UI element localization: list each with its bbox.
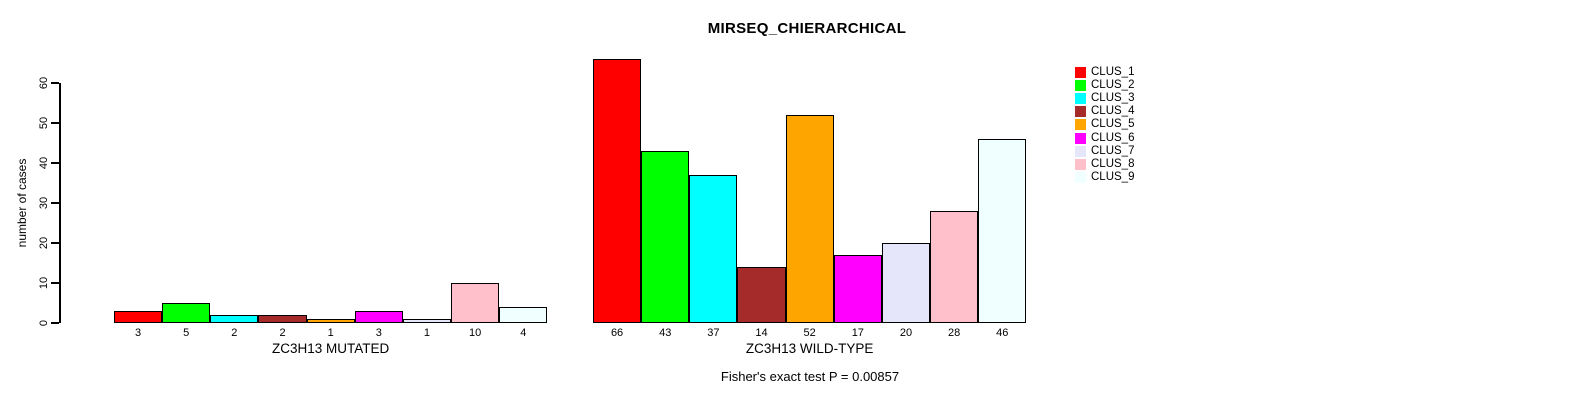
- bar-clus_5: [785, 115, 834, 323]
- bar-clus_7: [881, 243, 931, 323]
- legend-item: CLUS_5: [1075, 118, 1134, 131]
- bar-value-label: 37: [707, 327, 720, 339]
- bar-value-label: 10: [468, 327, 482, 339]
- y-tick-mark: [51, 122, 59, 124]
- legend-label: CLUS_7: [1091, 144, 1135, 157]
- bar-clus_4: [258, 315, 307, 323]
- legend-item: CLUS_8: [1075, 158, 1134, 171]
- y-tick-mark: [51, 322, 59, 324]
- legend-label: CLUS_4: [1091, 105, 1135, 118]
- y-tick-mark: [51, 282, 59, 284]
- bar-clus_7: [402, 319, 452, 323]
- bar-value-label: 2: [279, 327, 286, 339]
- legend-label: CLUS_2: [1091, 79, 1135, 92]
- bar-clus_2: [162, 303, 211, 323]
- legend-label: CLUS_8: [1091, 157, 1135, 170]
- legend-label: CLUS_5: [1091, 118, 1135, 131]
- y-tick-mark: [51, 82, 59, 84]
- bar-clus_8: [451, 283, 500, 323]
- y-tick-mark: [51, 162, 59, 164]
- legend-item: CLUS_3: [1075, 92, 1134, 105]
- legend-item: CLUS_1: [1075, 66, 1134, 79]
- legend-label: CLUS_9: [1091, 170, 1135, 183]
- bar-value-label: 20: [899, 327, 913, 339]
- legend-swatch-icon: [1075, 119, 1086, 131]
- y-axis-label: number of cases: [15, 158, 29, 248]
- chart-title: MIRSEQ_CHIERARCHICAL: [707, 20, 907, 37]
- bar-value-label: 46: [996, 327, 1009, 339]
- y-tick-label: 40: [38, 156, 50, 170]
- bar-value-label: 3: [375, 327, 382, 339]
- legend-swatch-icon: [1075, 158, 1086, 170]
- legend-swatch-icon: [1075, 132, 1086, 144]
- bar-clus_1: [114, 311, 163, 323]
- legend-swatch-icon: [1075, 67, 1086, 79]
- bar-clus_1: [593, 59, 642, 323]
- legend-label: CLUS_3: [1091, 92, 1135, 105]
- bar-value-label: 28: [947, 327, 961, 339]
- legend-label: CLUS_1: [1091, 66, 1135, 79]
- y-tick-label: 0: [38, 319, 50, 327]
- bar-clus_8: [930, 211, 979, 323]
- group-label: ZC3H13 MUTATED: [272, 341, 390, 356]
- bar-value-label: 3: [135, 327, 142, 339]
- legend-item: CLUS_7: [1075, 145, 1134, 158]
- bar-clus_9: [499, 307, 548, 323]
- legend-swatch-icon: [1075, 80, 1086, 92]
- legend-item: CLUS_4: [1075, 105, 1134, 118]
- group-label: ZC3H13 WILD-TYPE: [745, 341, 874, 356]
- y-tick-label: 20: [38, 236, 50, 250]
- legend-swatch-icon: [1075, 171, 1086, 183]
- bar-clus_6: [833, 255, 882, 323]
- bar-value-label: 52: [803, 327, 816, 339]
- bar-clus_5: [306, 319, 355, 323]
- y-axis-line: [59, 83, 61, 323]
- bar-value-label: 66: [610, 327, 624, 339]
- bar-clus_6: [354, 311, 403, 323]
- y-tick-label: 30: [38, 196, 50, 210]
- bar-clus_3: [689, 175, 738, 323]
- legend-swatch-icon: [1075, 93, 1086, 105]
- y-tick-mark: [51, 202, 59, 204]
- bar-value-label: 4: [520, 327, 527, 339]
- bar-clus_4: [737, 267, 786, 323]
- y-tick-label: 10: [38, 276, 50, 290]
- bar-value-label: 43: [659, 327, 672, 339]
- legend-item: CLUS_6: [1075, 131, 1134, 144]
- bar-clus_2: [641, 151, 690, 323]
- y-tick-label: 60: [38, 76, 50, 90]
- bar-value-label: 5: [183, 327, 190, 339]
- bar-clus_9: [978, 139, 1027, 323]
- legend-swatch-icon: [1075, 106, 1086, 118]
- legend-label: CLUS_6: [1091, 131, 1135, 144]
- legend-item: CLUS_9: [1075, 171, 1134, 184]
- legend-swatch-icon: [1075, 145, 1086, 157]
- bar-value-label: 1: [423, 327, 431, 339]
- fisher-test-note: Fisher's exact test P = 0.00857: [720, 369, 900, 384]
- legend-item: CLUS_2: [1075, 79, 1134, 92]
- bar-value-label: 14: [755, 327, 768, 339]
- y-tick-mark: [51, 242, 59, 244]
- bar-clus_3: [210, 315, 259, 323]
- y-tick-label: 50: [38, 116, 50, 130]
- bar-value-label: 17: [851, 327, 864, 339]
- bar-value-label: 1: [327, 327, 334, 339]
- legend: CLUS_1 CLUS_2 CLUS_3 CLUS_4 CLUS_5 CLUS_6 CLUS…: [1075, 66, 1134, 184]
- bar-value-label: 2: [231, 327, 238, 339]
